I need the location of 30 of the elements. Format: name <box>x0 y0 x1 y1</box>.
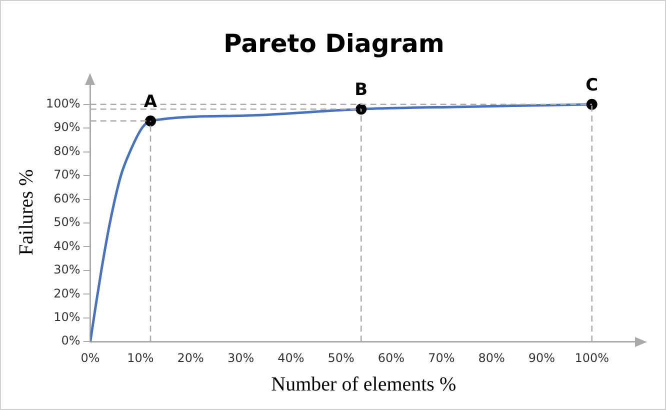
point <box>144 115 156 126</box>
x-tick-label: 80% <box>478 350 505 365</box>
point <box>356 104 367 115</box>
x-tick-label: 10% <box>127 350 154 365</box>
y-tick-label: 80% <box>54 144 80 158</box>
y-tick-label: 40% <box>54 238 80 253</box>
y-tick-label: 10% <box>54 310 80 324</box>
y-tick-label: 60% <box>54 191 80 206</box>
x-tick-label: 70% <box>428 350 455 365</box>
y-tick-label: 30% <box>54 262 80 277</box>
y-tick-label: 70% <box>54 168 80 182</box>
chart-title: Pareto Diagram <box>222 29 446 58</box>
y-tick-label: 90% <box>54 120 80 134</box>
x-tick-label: 60% <box>378 350 405 365</box>
x-tick-label: 100% <box>574 350 610 365</box>
x-tick-label: 0% <box>80 350 100 365</box>
y-axis-title: Failures % <box>15 169 38 256</box>
annotation: A <box>144 92 158 112</box>
annotation: C <box>586 75 598 96</box>
x-axis-title: Number of elements % <box>271 373 456 396</box>
x-tick-label: 40% <box>278 350 304 365</box>
x-tick-label: 50% <box>328 350 354 365</box>
y-tick-label: 50% <box>54 215 80 230</box>
annotation: B <box>354 80 368 100</box>
y-tick-label: 100% <box>46 96 80 110</box>
y-tick-label: 20% <box>54 286 80 300</box>
x-tick-label: 30% <box>227 350 254 365</box>
x-tick-label: 20% <box>177 350 204 365</box>
x-tick-label: 90% <box>528 350 556 365</box>
y-tick-label: 0% <box>61 334 80 348</box>
